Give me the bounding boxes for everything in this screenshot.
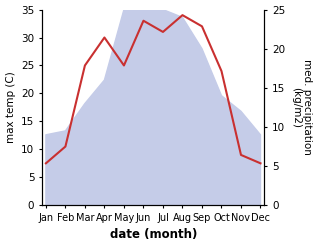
Y-axis label: max temp (C): max temp (C) (5, 72, 16, 143)
Y-axis label: med. precipitation
(kg/m2): med. precipitation (kg/m2) (291, 60, 313, 155)
X-axis label: date (month): date (month) (109, 228, 197, 242)
